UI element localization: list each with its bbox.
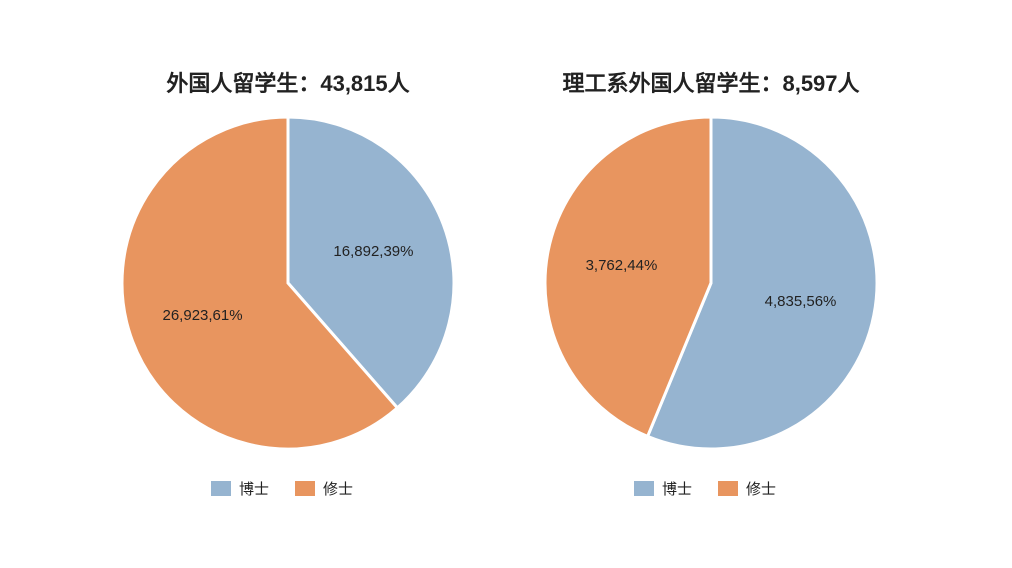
legend-item-master: 修士: [295, 478, 353, 499]
data-label: 3,762,44%: [586, 257, 658, 274]
chart-title-2: 理工系外国人留学生：8,597人: [562, 71, 860, 96]
pie-slice-doctor: [645, 115, 879, 451]
pie-slice-master: [543, 115, 713, 439]
legend-swatch: [211, 481, 231, 496]
legend-swatch: [718, 481, 739, 496]
legend-label: 博士: [239, 481, 270, 498]
legend-swatch: [295, 481, 316, 496]
legend-label: 博士: [662, 481, 693, 498]
legend-item-master: 修士: [718, 478, 776, 499]
legend-item-doctor: 博士: [211, 478, 269, 499]
data-label: 16,892,39%: [333, 243, 413, 260]
legend-label: 修士: [746, 481, 777, 498]
legend-1: 博士 修士: [211, 478, 379, 499]
data-label: 4,835,56%: [765, 293, 837, 310]
pie-slice-doctor: [286, 115, 456, 411]
legend-2: 博士 修士: [634, 478, 802, 499]
legend-label: 修士: [323, 481, 354, 498]
legend-swatch: [634, 481, 654, 496]
chart-title-1: 外国人留学生：43,815人: [166, 71, 410, 96]
pie-slice-master: [120, 115, 400, 451]
legend-item-doctor: 博士: [634, 478, 692, 499]
data-label: 26,923,61%: [163, 307, 243, 324]
